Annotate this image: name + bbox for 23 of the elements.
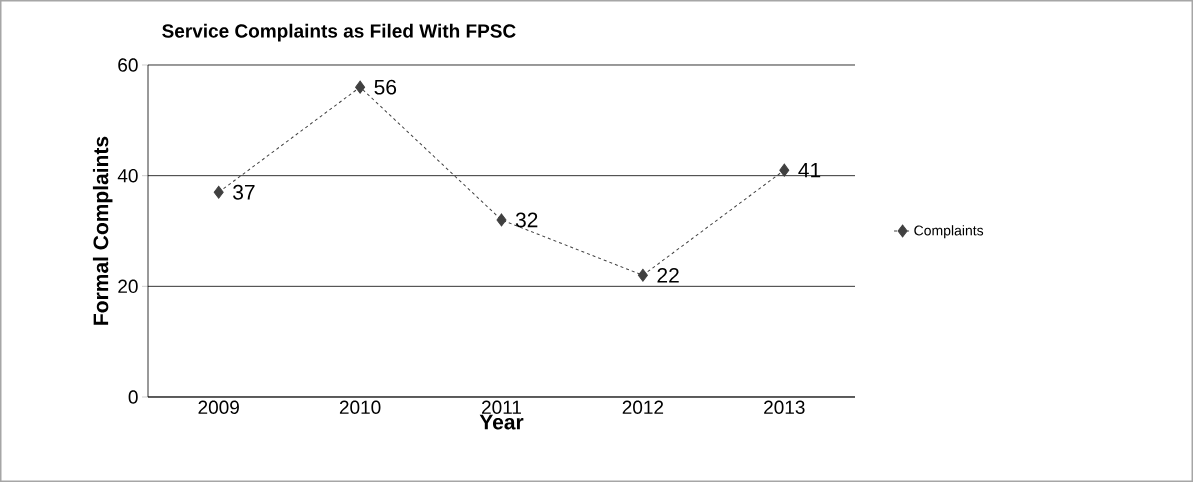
- point: [779, 163, 790, 177]
- x-tick-label: 2011: [482, 400, 521, 414]
- x-tick-label: 2013: [764, 400, 805, 414]
- y-tick-label: 0: [128, 390, 138, 404]
- x-tick-label: 2012: [622, 400, 664, 414]
- x-axis-title: Year: [479, 414, 524, 430]
- data-label: 37: [233, 184, 255, 200]
- x-tick-label: 2009: [198, 400, 239, 414]
- y-axis-title: Formal Complaints: [92, 136, 113, 325]
- x-tick-label: 2010: [339, 400, 381, 414]
- point: [213, 185, 224, 199]
- data-label: 56: [374, 79, 397, 95]
- legend-label: Complaints: [914, 225, 984, 239]
- y-tick-label: 60: [118, 58, 138, 72]
- y-tick-label: 40: [117, 168, 138, 183]
- data-label: 22: [657, 267, 679, 283]
- y-tick-label: 20: [118, 279, 138, 294]
- data-label: 32: [515, 212, 538, 228]
- point: [496, 213, 507, 227]
- chart-title: Service Complaints as Filed With FPSC: [162, 23, 516, 42]
- data-label: 41: [798, 162, 821, 178]
- point: [637, 268, 648, 282]
- point: [355, 80, 366, 94]
